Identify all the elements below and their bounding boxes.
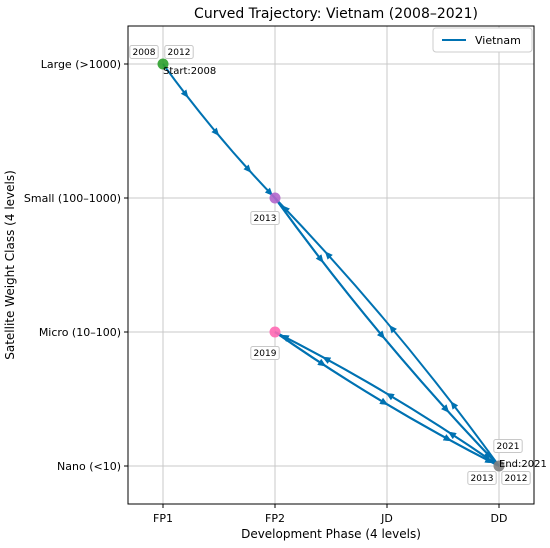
point-marker <box>493 460 505 472</box>
point-marker <box>157 58 169 70</box>
arrowhead <box>324 251 333 260</box>
annotation-box <box>467 471 497 485</box>
arrowhead <box>441 404 450 413</box>
series-lines <box>162 63 500 467</box>
arrowhead <box>484 450 493 459</box>
arrowhead <box>280 334 290 342</box>
x-tick-label: FP2 <box>265 512 285 525</box>
x-tick-label: FP1 <box>153 512 173 525</box>
axis-ticks: FP1 FP2 JD DD Nano (<10) Micro (10–100) Small … <box>24 58 508 525</box>
y-tick-label: Micro (10–100) <box>39 326 121 339</box>
annotation-box <box>501 471 531 485</box>
arrowhead <box>377 330 385 339</box>
arrowhead <box>379 397 389 405</box>
arrowhead <box>211 127 220 137</box>
arrowhead <box>315 254 324 263</box>
year-annotation: 2013 <box>250 211 280 225</box>
year-annotation: 2021 <box>493 439 523 453</box>
arrowhead <box>447 431 457 439</box>
annotation-text: 2008 <box>133 48 156 58</box>
point-markers <box>157 58 505 472</box>
arrowhead <box>450 401 459 410</box>
x-axis-label: Development Phase (4 levels) <box>241 527 421 541</box>
annotation-text: 2012 <box>505 474 528 484</box>
arrowhead <box>317 359 327 367</box>
plot-frame <box>127 25 535 505</box>
legend: Vietnam <box>432 27 533 53</box>
annotation-text: Start:2008 <box>163 66 216 77</box>
arrowhead <box>264 187 273 196</box>
arrowhead <box>389 325 397 334</box>
chart-title: Curved Trajectory: Vietnam (2008–2021) <box>194 6 478 22</box>
x-tick-label: DD <box>491 512 508 525</box>
arrowhead <box>484 456 494 464</box>
year-annotation: 2008 <box>129 45 159 59</box>
label-annotation: Start:2008 <box>163 66 216 77</box>
annotation-text: End:2021 <box>499 459 547 470</box>
annotation-text: 2021 <box>497 442 520 452</box>
y-tick-label: Small (100–1000) <box>24 192 121 205</box>
series-segment <box>162 63 276 199</box>
arrowhead <box>180 89 189 98</box>
legend-box <box>432 27 533 53</box>
legend-entry-vietnam: Vietnam <box>475 34 521 47</box>
year-annotation: 2019 <box>250 346 280 360</box>
year-annotation: 2012 <box>164 45 194 59</box>
arrowhead <box>322 356 332 364</box>
point-marker <box>269 192 281 204</box>
series-arrows <box>180 89 494 464</box>
annotation-box <box>129 45 159 59</box>
annotation-text: 2019 <box>254 349 277 359</box>
y-axis-label: Satellite Weight Class (4 levels) <box>3 170 17 360</box>
label-annotation: End:2021 <box>499 459 547 470</box>
grid <box>128 26 534 504</box>
x-tick-label: JD <box>380 512 393 525</box>
arrowhead <box>442 434 452 442</box>
arrowhead <box>385 393 395 401</box>
annotation-box <box>164 45 194 59</box>
year-annotation: 2012 <box>501 471 531 485</box>
arrowhead <box>281 205 290 214</box>
annotations: 2008 2012 Start:2008 2013 2019 2021 End:2021 20… <box>129 45 547 485</box>
year-annotation: 2013 <box>467 471 497 485</box>
point-marker <box>269 326 281 338</box>
arrowhead <box>243 164 252 173</box>
annotation-text: 2013 <box>471 474 494 484</box>
y-tick-label: Large (>1000) <box>41 58 121 71</box>
y-tick-label: Nano (<10) <box>57 460 121 473</box>
annotation-text: 2013 <box>254 214 277 224</box>
annotation-box <box>250 346 280 360</box>
annotation-text: 2012 <box>168 48 191 58</box>
annotation-box <box>250 211 280 225</box>
annotation-box <box>493 439 523 453</box>
